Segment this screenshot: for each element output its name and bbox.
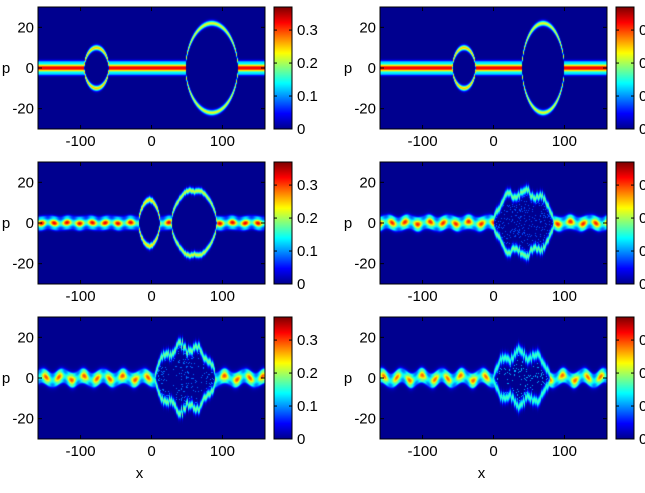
colorbar-tick-label: 0.1 [297,88,318,105]
colorbar-frame [273,316,293,440]
colorbar-tick-label: 0 [639,121,645,138]
y-tick-label: 20 [17,19,34,36]
y-axis-label: p [344,215,352,232]
y-axis-label: p [344,60,352,77]
y-axis-label: p [2,60,10,77]
colorbar-tick-label: 0.1 [639,398,645,415]
x-tick-label: -100 [66,443,96,460]
y-tick-label: -20 [12,101,34,118]
colorbar-frame [615,6,635,130]
y-tick-label: 20 [17,174,34,191]
heatmap-image [38,7,265,129]
y-tick-label: 20 [17,329,34,346]
colorbar-tick-label: 0 [297,431,305,448]
y-tick-label: 20 [359,174,376,191]
colorbar-tick-label: 0.2 [639,365,645,382]
colorbar [616,162,634,284]
y-tick-label: 0 [26,60,34,77]
heatmap-image [38,162,265,284]
y-tick-label: 20 [359,329,376,346]
colorbar-tick-label: 0 [639,276,645,293]
x-tick-label: 100 [210,288,235,305]
colorbar-tick-label: 0.3 [639,22,645,39]
y-tick-label: -20 [12,411,34,428]
x-tick-label: 0 [489,133,497,150]
x-tick-label: 100 [210,443,235,460]
colorbar [616,317,634,439]
colorbar-tick-label: 0 [639,431,645,448]
colorbar-tick-label: 0.2 [639,210,645,227]
y-tick-label: -20 [354,411,376,428]
colorbar [274,317,292,439]
colorbar-tick-label: 0.3 [297,332,318,349]
y-axis-label: p [2,370,10,387]
heatmap-image [380,317,607,439]
colorbar-tick-label: 0 [297,276,305,293]
y-axis-label: p [344,370,352,387]
colorbar-tick-label: 0.1 [639,243,645,260]
x-tick-label: 100 [552,443,577,460]
x-tick-label: -100 [408,133,438,150]
colorbar-tick-label: 0.3 [297,22,318,39]
y-tick-label: -20 [354,256,376,273]
colorbar-frame [273,6,293,130]
colorbar-tick-label: 0.1 [639,88,645,105]
x-tick-label: -100 [66,288,96,305]
colorbar-tick-label: 0.3 [639,332,645,349]
x-tick-label: 100 [552,133,577,150]
y-tick-label: 0 [26,370,34,387]
y-tick-label: -20 [12,256,34,273]
colorbar-frame [615,316,635,440]
x-tick-label: 100 [552,288,577,305]
x-tick-label: -100 [66,133,96,150]
y-tick-label: 20 [359,19,376,36]
x-tick-label: -100 [408,443,438,460]
heatmap-image [38,317,265,439]
colorbar [274,7,292,129]
x-tick-label: 0 [147,133,155,150]
colorbar-tick-label: 0.2 [639,55,645,72]
x-tick-label: 0 [147,288,155,305]
x-tick-label: 0 [147,443,155,460]
x-tick-label: 0 [489,443,497,460]
x-tick-label: 0 [489,288,497,305]
colorbar-tick-label: 0.1 [297,398,318,415]
x-axis-label: x [478,465,486,482]
y-tick-label: 0 [26,215,34,232]
colorbar-frame [273,161,293,285]
y-tick-label: 0 [368,60,376,77]
heatmap-image [380,7,607,129]
colorbar-frame [615,161,635,285]
colorbar-tick-label: 0.2 [297,55,318,72]
y-axis-label: p [2,215,10,232]
x-tick-label: -100 [408,288,438,305]
y-tick-label: -20 [354,101,376,118]
colorbar [274,162,292,284]
colorbar-tick-label: 0.1 [297,243,318,260]
colorbar-tick-label: 0.3 [639,177,645,194]
x-tick-label: 100 [210,133,235,150]
colorbar [616,7,634,129]
colorbar-tick-label: 0.2 [297,365,318,382]
y-tick-label: 0 [368,370,376,387]
colorbar-tick-label: 0 [297,121,305,138]
colorbar-tick-label: 0.3 [297,177,318,194]
colorbar-tick-label: 0.2 [297,210,318,227]
y-tick-label: 0 [368,215,376,232]
heatmap-image [380,162,607,284]
x-axis-label: x [136,465,144,482]
